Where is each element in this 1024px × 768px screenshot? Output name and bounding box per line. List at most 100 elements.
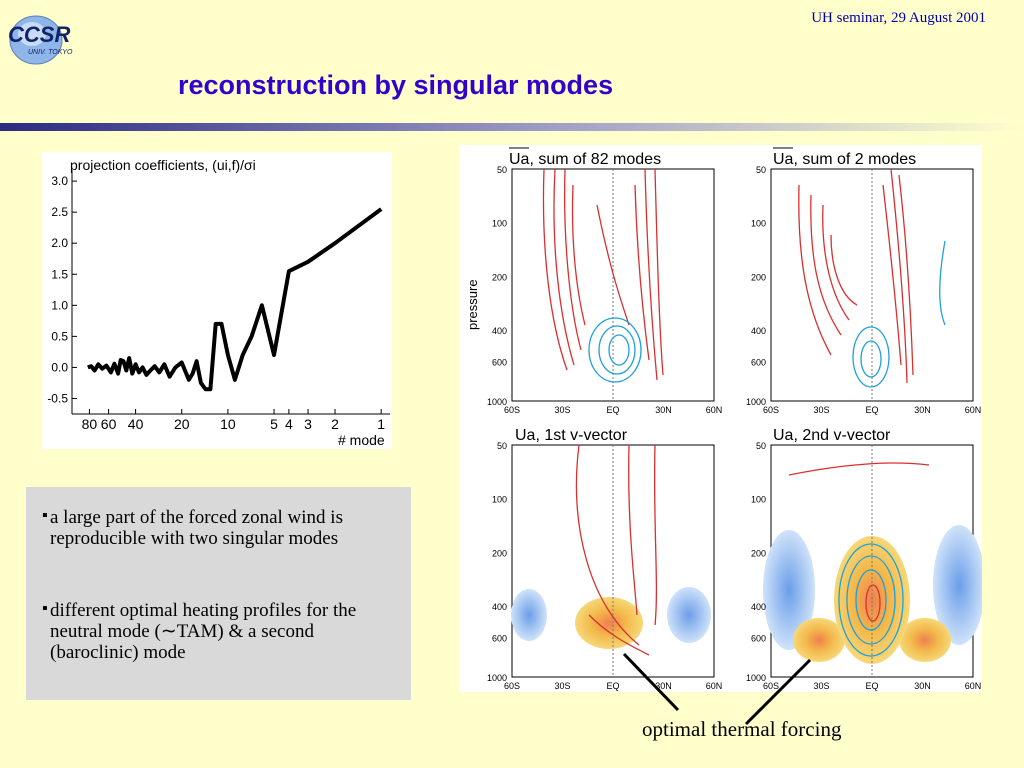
cooling-patch	[511, 589, 547, 641]
x-axis-label: # mode	[338, 432, 385, 448]
bullet-dot: ▪	[42, 600, 48, 617]
x-tick-label: 3	[304, 416, 312, 432]
chart-axes	[71, 170, 390, 415]
y-tick-label: 0.0	[51, 360, 68, 374]
y-tick-label: 100	[751, 495, 766, 505]
x-tick-label: 30S	[813, 681, 829, 691]
y-tick-label: 1000	[487, 397, 507, 407]
y-axis-label: pressure	[465, 279, 480, 330]
contour-maps: Ua, sum of 82 modes pressure 50 100 200 400…	[459, 145, 982, 692]
y-tick-labels: 50 100 200 400 600 1000	[746, 165, 766, 407]
x-tick-label: 30S	[813, 405, 829, 415]
x-tick-label: 60N	[965, 405, 982, 415]
x-tick-label: 30N	[655, 405, 672, 415]
panel-title: Ua, 1st v-vector	[515, 427, 628, 444]
forcing-label: optimal thermal forcing	[642, 717, 842, 741]
panel-title: Ua, sum of 2 modes	[773, 151, 916, 168]
map-panel-3: Ua, 1st v-vector 50 100 200 400 600 1000 60S 3…	[487, 427, 722, 691]
y-tick-labels: 50 100 200 400 600 1000	[487, 165, 507, 407]
x-tick-label: 60S	[504, 681, 520, 691]
x-tick-label: EQ	[606, 681, 619, 691]
y-tick-label: 400	[492, 602, 507, 612]
y-tick-label: 400	[751, 602, 766, 612]
x-tick-labels: 80 60 40 20 10 5 4 3 2 1	[82, 409, 385, 432]
x-tick-label: 30N	[655, 681, 672, 691]
x-tick-label: 10	[220, 416, 236, 432]
blue-contours	[852, 240, 946, 388]
x-tick-label: 60N	[965, 681, 982, 691]
panel-title: Ua, sum of 82 modes	[509, 151, 661, 168]
x-tick-label: 80	[82, 416, 98, 432]
y-tick-label: 100	[492, 219, 507, 229]
bullet-item: ▪ a large part of the forced zonal wind …	[42, 507, 402, 549]
pointer-line	[744, 658, 812, 726]
y-tick-label: 1.0	[51, 298, 68, 312]
y-tick-label: -0.5	[47, 391, 68, 405]
cooling-patch	[667, 587, 711, 643]
red-contours	[575, 444, 658, 656]
heating-patch	[899, 618, 951, 662]
x-tick-label: 1	[377, 416, 385, 432]
x-tick-label: 20	[174, 416, 190, 432]
x-tick-label: EQ	[606, 405, 619, 415]
bullet-item: ▪ different optimal heating profiles for…	[42, 600, 402, 663]
heating-patch	[834, 536, 910, 664]
y-tick-label: 50	[756, 165, 766, 175]
x-tick-label: EQ	[865, 681, 878, 691]
y-tick-label: 600	[492, 357, 507, 367]
bullet-text: a large part of the forced zonal wind is…	[50, 507, 343, 549]
y-tick-label: 600	[751, 357, 766, 367]
y-tick-label: 600	[492, 633, 507, 643]
y-tick-label: 100	[751, 219, 766, 229]
y-tick-label: 400	[492, 326, 507, 336]
x-tick-label: 60N	[706, 681, 723, 691]
y-tick-labels: 50 100 200 400 600 1000	[487, 441, 507, 683]
y-tick-labels: 50 100 200 400 600 1000	[746, 441, 766, 683]
red-contours	[788, 462, 930, 622]
x-tick-label: 60S	[763, 405, 779, 415]
y-tick-label: 2.0	[51, 236, 68, 250]
y-tick-label: 1000	[487, 673, 507, 683]
x-tick-label: 60S	[763, 681, 779, 691]
forcing-pointers	[622, 652, 812, 726]
x-tick-label: 30N	[914, 681, 931, 691]
x-tick-labels: 60S 30S EQ 30N 60N	[763, 405, 981, 415]
y-tick-label: 50	[497, 165, 507, 175]
y-tick-label: 0.5	[51, 329, 68, 343]
x-tick-label: 30N	[914, 405, 931, 415]
red-contours	[798, 168, 914, 384]
y-tick-label: 200	[492, 272, 507, 282]
bullet-text: different optimal heating profiles for t…	[50, 600, 357, 663]
projection-chart: projection coefficients, (ui,f)/σi 3.0 2.…	[42, 152, 392, 449]
y-tick-label: 1.5	[51, 267, 68, 281]
logo-text: CCSR	[8, 22, 70, 47]
y-tick-label: 3.0	[51, 174, 68, 188]
y-tick-label: 400	[751, 326, 766, 336]
slide-title: reconstruction by singular modes	[178, 70, 614, 100]
bullet-box: ▪ a large part of the forced zonal wind …	[26, 487, 411, 700]
x-tick-label: 40	[128, 416, 144, 432]
heating-patch	[793, 618, 845, 662]
y-tick-label: 1000	[746, 397, 766, 407]
y-tick-label: 2.5	[51, 205, 68, 219]
y-tick-labels: 3.0 2.5 2.0 1.5 1.0 0.5 0.0 -0.5	[47, 174, 77, 405]
y-tick-label: 200	[751, 548, 766, 558]
y-tick-label: 1000	[746, 673, 766, 683]
ccsr-logo: CCSR UNIV. TOKYO	[8, 15, 73, 65]
y-tick-label: 200	[751, 272, 766, 282]
x-tick-labels: 60S 30S EQ 30N 60N	[504, 681, 722, 691]
cooling-patch	[763, 530, 815, 650]
panel-title: Ua, 2nd v-vector	[773, 427, 891, 444]
x-tick-label: EQ	[865, 405, 878, 415]
heating-patch	[575, 597, 643, 649]
map-panel-1: Ua, sum of 82 modes pressure 50 100 200 400…	[465, 147, 722, 415]
x-tick-label: 2	[331, 416, 339, 432]
x-tick-label: 30S	[554, 405, 570, 415]
x-tick-label: 5	[270, 416, 278, 432]
y-tick-label: 50	[756, 441, 766, 451]
y-tick-label: 600	[751, 633, 766, 643]
series-line	[87, 207, 383, 392]
y-tick-label: 200	[492, 548, 507, 558]
logo-subtext: UNIV. TOKYO	[28, 49, 73, 56]
x-tick-labels: 60S 30S EQ 30N 60N	[763, 681, 981, 691]
